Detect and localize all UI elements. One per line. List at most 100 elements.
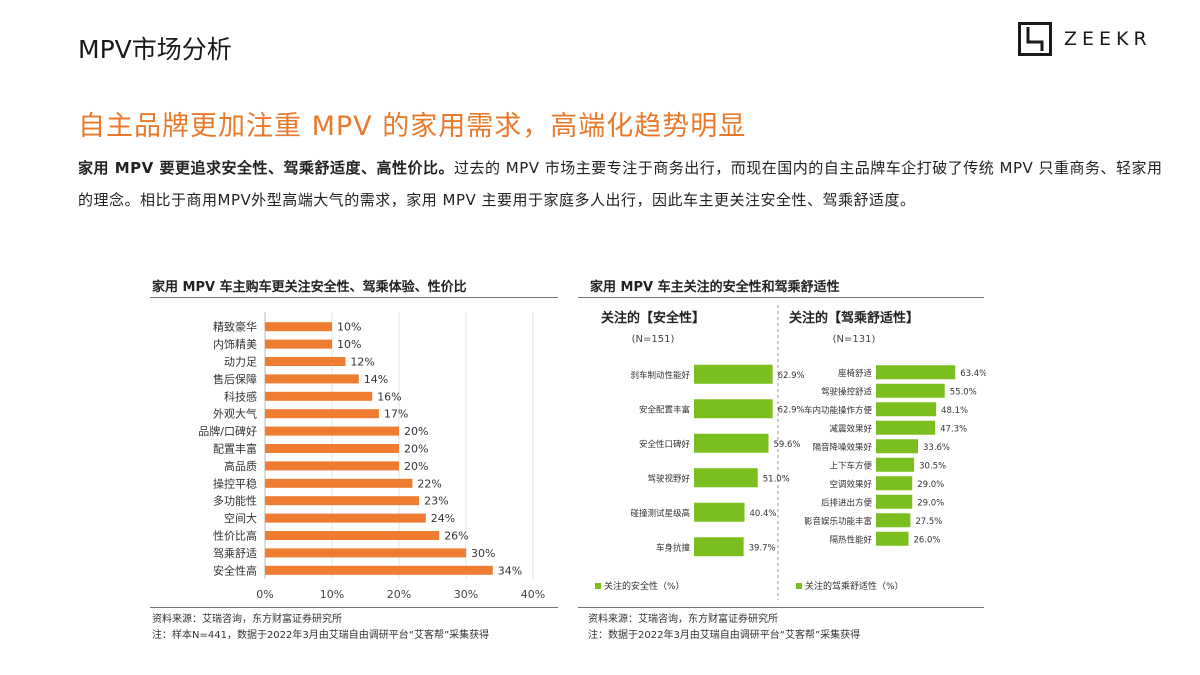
category-label: 内饰精美 [213,337,257,351]
value-label: 30% [471,547,495,560]
value-label: 26% [444,530,468,543]
left-chart-bottom-rule [150,607,558,608]
value-label: 51.0% [763,474,790,484]
value-label: 20% [404,460,428,473]
page-title: MPV市场分析 [78,35,232,64]
bar [876,365,956,380]
bar [694,468,758,488]
value-label: 62.9% [778,405,805,415]
bar [876,494,913,509]
value-label: 14% [364,373,388,386]
category-label: 外观大气 [213,407,257,421]
category-label: 上下车方便 [829,460,872,471]
bar [876,531,909,546]
left-bar-chart: 0% 10% 20% 30% 40% 精致豪华 10% 内饰精美 10% 动力足 12% 售后保障 14… [198,312,545,601]
left-chart-note: 注：样本N=441，数据于2022年3月由艾瑞自由调研平台“艾客帮”采集获得 [152,630,490,641]
value-label: 62.9% [778,371,805,381]
category-label: 隔热性能好 [829,534,872,545]
x-tick-label: 0% [256,588,273,601]
category-label: 刹车制动性能好 [630,370,690,381]
bar [265,322,332,332]
x-tick-label: 10% [320,588,344,601]
x-tick-label: 20% [387,588,411,601]
bar [265,339,332,349]
value-label: 29.0% [917,498,944,508]
value-label: 20% [404,425,428,438]
zeekr-logo-icon [1018,22,1052,56]
category-label: 驾驶视野好 [647,473,690,484]
category-label: 空调效果好 [829,479,872,490]
x-tick-label: 30% [454,588,478,601]
category-label: 空间大 [224,511,257,525]
bar [265,478,413,488]
right-chart-title: 家用 MPV 车主关注的安全性和驾乘舒适性 [590,280,840,295]
category-label: 后排进出方便 [821,497,873,508]
bar [876,513,911,528]
value-label: 47.3% [940,424,967,434]
category-label: 影音娱乐功能丰富 [804,516,872,527]
value-label: 40.4% [750,509,777,519]
value-label: 30.5% [919,461,946,471]
category-label: 减震效果好 [829,423,872,434]
bar [876,476,913,491]
category-label: 安全性高 [213,563,257,577]
panel-heading: 关注的【驾乘舒适性】 [789,310,919,326]
bar [265,374,359,384]
bar [265,409,379,419]
value-label: 48.1% [941,406,968,416]
category-label: 车身抗撞 [656,542,691,553]
value-label: 63.4% [960,369,986,379]
value-label: 20% [404,443,428,456]
right-chart-top-rule [578,297,984,298]
body-paragraph: 家用 MPV 要更追求安全性、驾乘舒适度、高性价比。过去的 MPV 市场主要专注… [78,152,1170,216]
bar [265,548,466,558]
value-label: 16% [377,390,401,403]
legend-swatch [595,583,601,589]
bar [876,383,945,398]
right-chart-note: 注：数据于2022年3月由艾瑞自由调研平台“艾客帮”采集获得 [588,630,861,641]
headline: 自主品牌更加注重 MPV 的家用需求，高端化趋势明显 [78,111,747,142]
value-label: 59.6% [774,440,801,450]
left-chart-top-rule [150,297,558,298]
category-label: 安全配置丰富 [639,404,690,415]
value-label: 17% [384,408,408,421]
category-label: 售后保障 [213,372,257,386]
category-label: 多功能性 [213,494,257,508]
panel-sample-size: (N=151) [632,334,675,345]
bar [265,496,420,506]
value-label: 23% [424,495,448,508]
category-label: 碰撞测试星级高 [630,508,690,519]
x-tick-label: 40% [521,588,545,601]
body-text: 过去的 MPV 市场主要专注于商务出行，而现在国内的自主品牌车企打破了传统 MP… [78,159,1163,209]
category-label: 驾驶操控舒适 [821,386,873,397]
bar [694,364,773,384]
category-label: 配置丰富 [213,442,257,456]
bar [876,439,918,454]
value-label: 34% [498,564,522,577]
category-label: 性价比高 [213,529,257,543]
bar [694,502,745,522]
value-label: 26.0% [914,535,941,545]
value-label: 55.0% [950,387,977,397]
panel-heading: 关注的【安全性】 [601,310,705,326]
right-bar-chart: 关注的【安全性】 (N=151) 刹车制动性能好 62.9% 安全配置丰富 62.9% 安全… [595,305,986,600]
value-label: 29.0% [917,480,944,490]
left-chart-title: 家用 MPV 车主购车更关注安全性、驾乘体验、性价比 [152,280,467,295]
bar [265,531,440,540]
bar [694,433,769,453]
value-label: 22% [417,477,441,490]
left-chart-source: 资料来源：艾瑞咨询，东方财富证券研究所 [152,614,342,625]
bar [265,565,493,575]
category-label: 操控平稳 [213,476,257,490]
legend-label: 关注的驾乘舒适性（%） [805,580,904,592]
bar [694,399,773,419]
bar [876,420,936,435]
logo-text: ZEEKR [1064,28,1152,50]
category-label: 精致豪华 [213,320,257,334]
bar [265,461,399,471]
bar [265,444,399,453]
body-lead: 家用 MPV 要更追求安全性、驾乘舒适度、高性价比。 [78,159,454,177]
category-label: 品牌/口碑好 [198,424,257,438]
category-label: 隔音降噪效果好 [812,442,872,453]
category-label: 车内功能操作方便 [804,405,873,416]
